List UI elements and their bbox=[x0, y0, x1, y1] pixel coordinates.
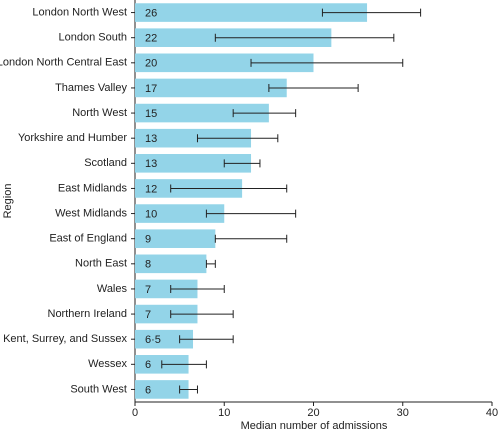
bar bbox=[135, 53, 314, 73]
bar bbox=[135, 279, 198, 299]
value-label: 20 bbox=[145, 58, 157, 70]
error-bar bbox=[170, 284, 225, 293]
y-tick-label: North East bbox=[75, 258, 127, 270]
value-label: 7 bbox=[145, 284, 151, 296]
value-label: 6·5 bbox=[145, 334, 161, 346]
bar bbox=[135, 128, 252, 148]
bar bbox=[135, 154, 252, 173]
value-label: 8 bbox=[145, 259, 151, 271]
y-tick-label: West Midlands bbox=[55, 207, 127, 219]
error-bar bbox=[223, 159, 261, 168]
y-tick-label: Northern Ireland bbox=[48, 308, 128, 320]
x-tick-label: 40 bbox=[486, 407, 498, 419]
error-bar bbox=[161, 360, 207, 369]
bar bbox=[135, 3, 368, 22]
bar bbox=[135, 254, 207, 274]
y-tick-label: East Midlands bbox=[58, 182, 128, 194]
value-label: 17 bbox=[145, 83, 157, 95]
y-tick-label: East of England bbox=[49, 233, 127, 245]
error-bar bbox=[268, 83, 359, 92]
value-label: 13 bbox=[145, 158, 157, 170]
value-label: 6 bbox=[145, 359, 151, 371]
x-tick-label: 0 bbox=[132, 407, 138, 419]
y-tick-label: Wales bbox=[97, 283, 128, 295]
x-tick-label: 30 bbox=[397, 407, 409, 419]
bar bbox=[135, 103, 269, 123]
y-tick-label: London South bbox=[58, 32, 127, 44]
bar bbox=[135, 380, 189, 399]
bar bbox=[135, 78, 287, 98]
value-label: 15 bbox=[145, 108, 157, 120]
error-bar bbox=[196, 134, 279, 143]
error-bar bbox=[232, 109, 297, 118]
value-label: 12 bbox=[145, 183, 157, 195]
value-label: 22 bbox=[145, 33, 157, 45]
bar bbox=[135, 204, 225, 223]
value-label: 6 bbox=[145, 384, 151, 396]
y-tick-label: Wessex bbox=[88, 358, 127, 370]
value-label: 13 bbox=[145, 133, 157, 145]
value-label: 9 bbox=[145, 234, 151, 246]
x-axis-title: Median number of admissions bbox=[241, 420, 388, 432]
y-tick-label: Thames Valley bbox=[55, 82, 127, 94]
y-tick-label: Kent, Surrey, and Sussex bbox=[3, 333, 127, 345]
bar bbox=[135, 304, 198, 324]
y-tick-label: London North West bbox=[32, 6, 127, 18]
error-bar bbox=[250, 58, 404, 67]
y-tick-label: Yorkshire and Humber bbox=[18, 132, 127, 144]
value-label: 10 bbox=[145, 208, 157, 220]
y-tick-label: London North Central East bbox=[0, 57, 127, 69]
y-tick-label: Scotland bbox=[84, 157, 127, 169]
y-axis-title: Region bbox=[2, 184, 14, 219]
error-bar bbox=[170, 184, 288, 193]
value-label: 26 bbox=[145, 7, 157, 19]
y-tick-label: North West bbox=[72, 107, 127, 119]
error-bar bbox=[205, 209, 297, 218]
error-bar bbox=[321, 8, 422, 17]
error-bar bbox=[170, 310, 234, 319]
bar bbox=[135, 229, 216, 248]
value-label: 7 bbox=[145, 309, 151, 321]
error-bar bbox=[205, 259, 216, 268]
error-bar bbox=[214, 33, 395, 42]
x-tick-label: 10 bbox=[218, 407, 230, 419]
y-tick-label: South West bbox=[70, 383, 127, 395]
bar bbox=[135, 329, 194, 349]
error-bar bbox=[179, 385, 198, 394]
x-tick-label: 20 bbox=[307, 407, 319, 419]
error-bar bbox=[179, 335, 234, 344]
error-bar bbox=[214, 234, 288, 243]
